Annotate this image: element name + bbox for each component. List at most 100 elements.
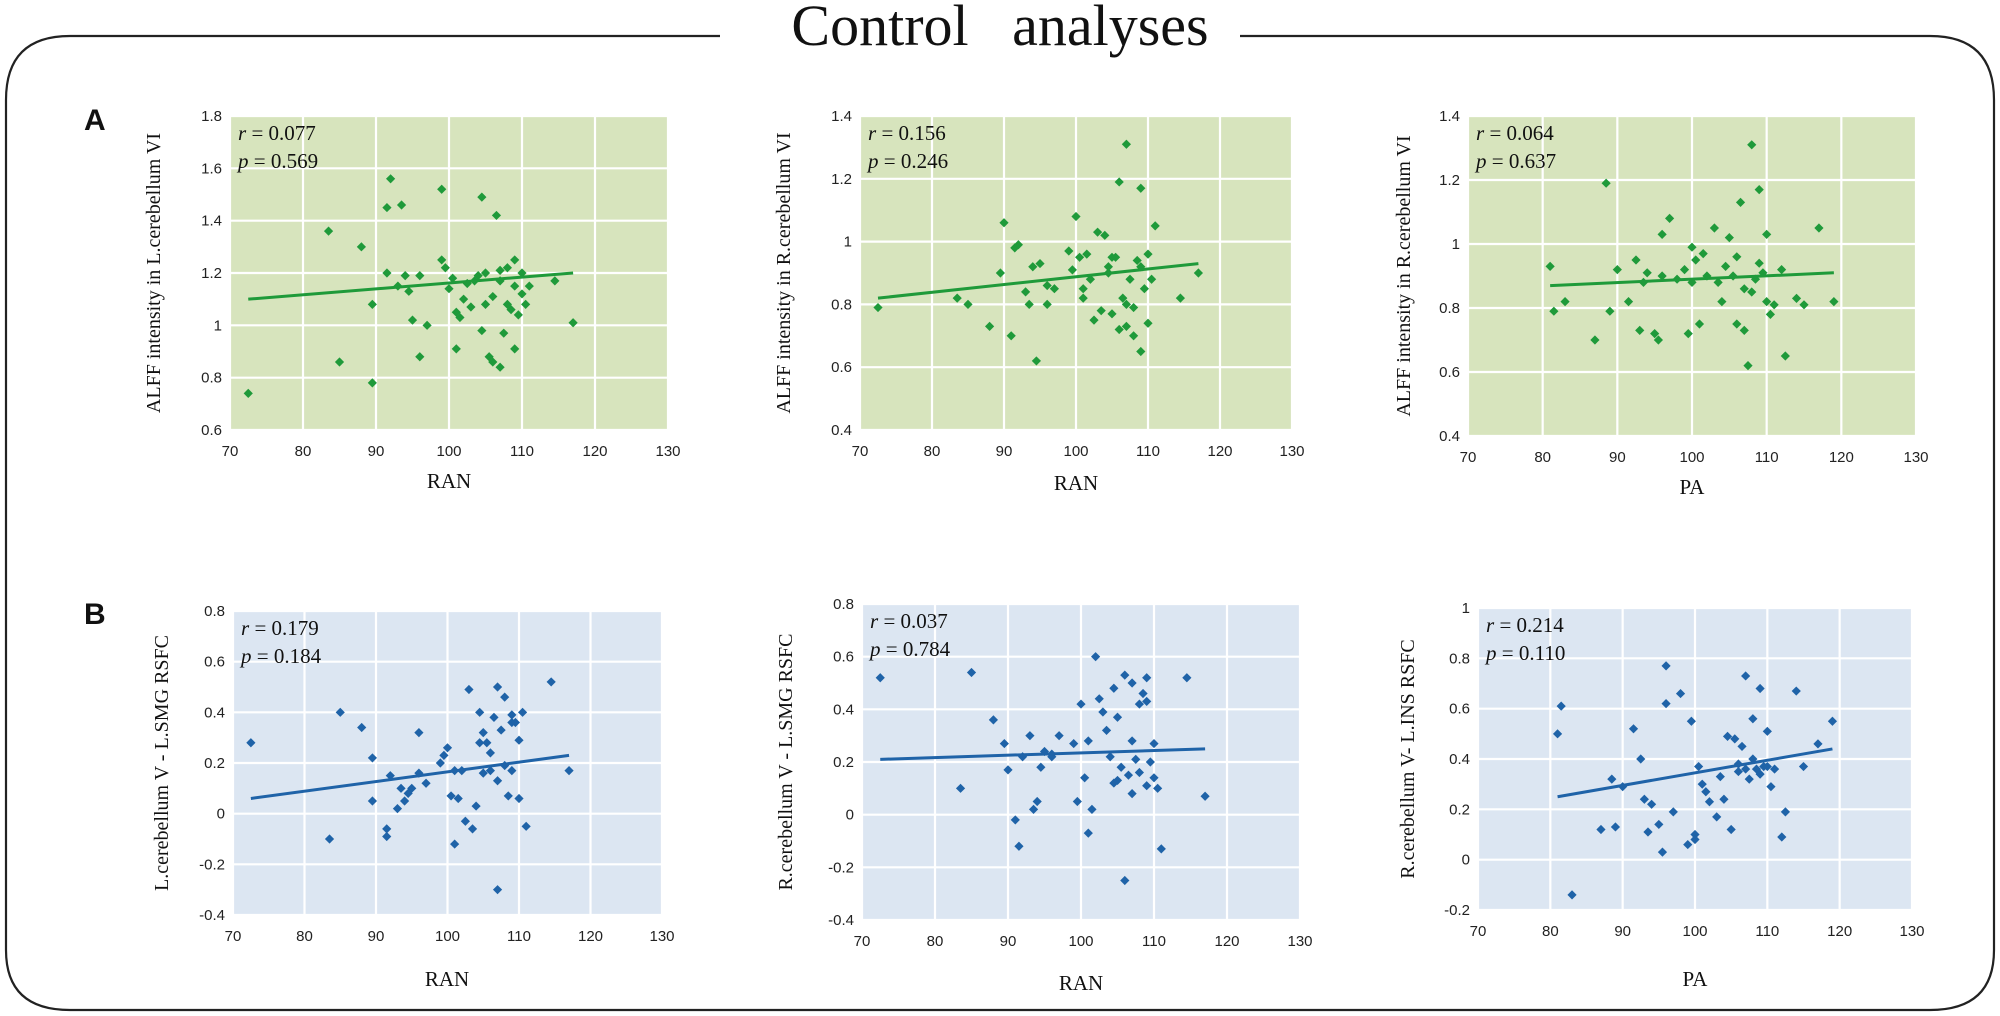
data-point [1702,271,1712,281]
data-point [392,804,403,814]
data-point [502,299,512,309]
chart-2: 70 80 90 100 110 120 130 0.4 0.6 0.8 1 1.2 1.4 r = 0.… [773,108,1305,495]
data-point [1139,284,1149,294]
data-point [1094,694,1104,704]
r-value: = 0.179 [249,616,319,640]
x-tick-label: 120 [582,443,607,460]
y-axis-label: R.cerebellum V- L.INS RSFC [1397,639,1419,878]
data-point [1741,671,1751,681]
y-tick-label: 0.8 [1439,300,1460,317]
y-tick-label: 0.6 [204,654,225,671]
data-point [455,312,465,323]
data-point [502,263,512,273]
x-axis-label: RAN [1054,471,1098,495]
y-tick-label: -0.2 [828,859,854,876]
data-point [1132,255,1142,266]
trend-line [1557,747,1833,799]
data-point [1136,346,1146,357]
data-point [464,684,474,695]
data-point [1129,302,1139,313]
data-point [415,271,425,281]
data-point [1032,796,1042,807]
data-point [1732,319,1742,329]
data-point [367,378,377,388]
data-point [403,788,413,798]
y-tick-label: 1 [844,234,852,251]
data-point [514,735,524,745]
p-symbol: p [1484,641,1497,665]
panel-frame [4,34,1996,1012]
data-point [1127,736,1137,746]
x-tick-label: 80 [295,443,312,460]
data-point [1010,243,1020,253]
chart-4: 70 80 90 100 110 120 130 -0.4 -0.2 0 0.2 0.4 0.6 0.8 r… [151,603,675,991]
y-tick-label: 0.6 [1449,701,1470,718]
data-point [1777,832,1787,842]
data-point [480,299,491,309]
data-point [1114,324,1124,335]
y-tick-label: 0.4 [1449,751,1470,768]
p-value: = 0.784 [881,637,951,661]
data-point [495,265,505,275]
x-tick-label: 80 [296,928,313,945]
x-tick-label: 70 [852,443,869,460]
data-point [568,318,578,328]
data-point [1643,827,1653,837]
data-point [988,715,998,725]
data-point [1013,240,1023,250]
x-tick-label: 100 [1682,923,1707,940]
data-point [1713,277,1723,287]
y-tick-label: 0.6 [201,422,222,439]
data-point [1590,335,1600,345]
data-point [1813,739,1823,749]
data-point [1639,794,1649,804]
y-tick-label: 0.4 [833,701,854,718]
data-point [1596,824,1606,835]
data-point [495,276,505,286]
data-point [1683,329,1693,339]
data-point [1076,699,1086,709]
panel-label-b: B [84,598,106,631]
data-point [1042,299,1052,309]
data-point [1091,652,1101,662]
data-point [952,293,962,303]
y-axis-label: ALFF intensity in R.cerebellum VI [773,132,795,413]
data-point [1083,736,1093,746]
x-tick-label: 100 [436,443,461,460]
data-point [507,710,517,720]
data-point [1156,844,1166,854]
data-point [1028,804,1039,814]
data-point [492,682,503,692]
data-point [382,831,392,842]
data-point [1679,265,1690,275]
y-axis-label: L.cerebellum V - L.SMG RSFC [151,635,173,891]
data-point [407,315,418,325]
x-tick-label: 130 [1899,923,1924,940]
r-value: = 0.214 [1494,613,1564,637]
data-point [400,796,410,806]
data-point [477,325,487,336]
x-axis-label: RAN [1059,971,1103,995]
data-point [471,801,481,811]
data-point [1780,807,1791,817]
data-point [324,834,335,844]
data-point [1739,284,1749,294]
data-point [513,310,523,320]
data-point [955,783,966,793]
data-point [503,791,513,801]
y-tick-label: 1 [1462,600,1470,617]
y-axis-label: R.cerebellum V - L.SMG RSFC [775,633,797,890]
x-tick-label: 80 [1542,923,1559,940]
data-point [437,184,447,194]
data-point [1687,242,1697,252]
data-point [1560,297,1570,307]
data-point [506,305,516,315]
data-point [1657,271,1667,281]
data-point [1762,726,1772,736]
data-point [1136,183,1146,193]
data-point [1747,140,1757,150]
data-point [335,707,345,717]
p-annotation: p = 0.784 [868,637,951,661]
x-axis-label: RAN [427,469,471,493]
data-point [1769,300,1779,310]
